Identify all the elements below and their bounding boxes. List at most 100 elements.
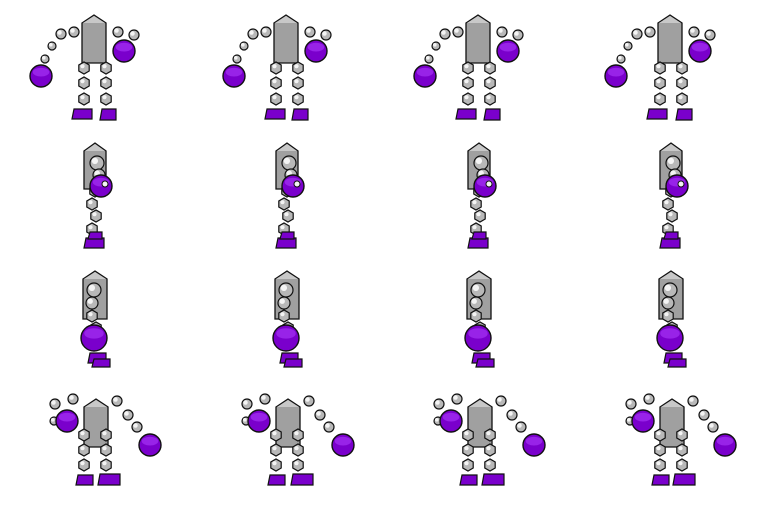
leg-joint — [78, 61, 90, 75]
foot — [283, 358, 303, 368]
right-foot — [99, 108, 117, 121]
leg-joint — [676, 443, 688, 457]
leg-joint — [78, 443, 90, 457]
foot — [83, 237, 105, 249]
leg-joint — [100, 443, 112, 457]
foot — [275, 237, 297, 249]
right-foot — [97, 473, 121, 486]
leg-joint — [676, 92, 688, 106]
leg-joint — [86, 197, 98, 211]
sprite-frame-front-1 — [0, 0, 192, 128]
leg-joint — [292, 76, 304, 90]
leg-joint — [292, 458, 304, 472]
leg-joint — [654, 92, 666, 106]
robot-figure — [29, 14, 140, 121]
leg-joint — [484, 443, 496, 457]
foot — [279, 231, 295, 240]
foot — [659, 237, 681, 249]
robot-figure — [659, 142, 689, 249]
sprite-frame-back-4 — [576, 256, 768, 384]
robot-figure — [464, 270, 495, 368]
leg-joint — [676, 61, 688, 75]
leg-joint — [484, 61, 496, 75]
leg-joint — [270, 443, 282, 457]
leg-joint — [470, 309, 482, 323]
sprite-frame-front-2 — [192, 0, 384, 128]
leg-joint — [78, 458, 90, 472]
right-foot — [672, 473, 696, 486]
leg-joint — [662, 197, 674, 211]
left-foot — [267, 474, 286, 486]
robot-sprite — [467, 142, 497, 249]
foot — [91, 358, 111, 368]
sprite-frame-back-1 — [0, 256, 192, 384]
sprite-frame-left-2 — [192, 384, 384, 512]
robot-figure — [656, 270, 687, 368]
leg-joint — [462, 76, 474, 90]
leg-joint — [484, 92, 496, 106]
robot-sprite — [464, 270, 495, 368]
leg-joint — [100, 458, 112, 472]
leg-joint — [100, 92, 112, 106]
leg-joint — [462, 92, 474, 106]
sprite-frame-right-2 — [192, 128, 384, 256]
leg-joint — [100, 428, 112, 442]
robot-figure — [241, 393, 355, 486]
leg-joint — [666, 209, 678, 223]
leg-joint — [654, 428, 666, 442]
leg-joint — [100, 61, 112, 75]
left-foot — [455, 108, 477, 120]
robot-figure — [604, 14, 716, 121]
robot-sprite — [80, 270, 111, 368]
sprite-frame-left-4 — [576, 384, 768, 512]
torso — [81, 14, 107, 64]
robot-sprite — [604, 14, 716, 121]
leg-joint — [676, 458, 688, 472]
robot-sprite — [83, 142, 113, 249]
foot — [471, 231, 487, 240]
robot-sprite — [656, 270, 687, 368]
robot-figure — [433, 393, 546, 486]
robot-figure — [83, 142, 113, 249]
sprite-frame-back-3 — [384, 256, 576, 384]
leg-joint — [78, 428, 90, 442]
right-foot — [481, 473, 505, 486]
torso — [273, 14, 299, 64]
leg-joint — [462, 428, 474, 442]
sprite-frame-left-3 — [384, 384, 576, 512]
robot-figure — [49, 393, 162, 486]
robot-sprite — [659, 142, 689, 249]
leg-joint — [484, 458, 496, 472]
sprite-frame-front-3 — [384, 0, 576, 128]
leg-joint — [654, 443, 666, 457]
leg-joint — [470, 197, 482, 211]
left-foot — [75, 474, 94, 486]
robot-sprite — [29, 14, 140, 121]
robot-sprite — [433, 393, 546, 486]
foot — [467, 237, 489, 249]
sprite-frame-back-2 — [192, 256, 384, 384]
left-foot — [459, 474, 478, 486]
leg-joint — [292, 92, 304, 106]
foot — [87, 231, 103, 240]
right-foot — [290, 473, 314, 486]
robot-figure — [275, 142, 305, 249]
sprite-frame-right-3 — [384, 128, 576, 256]
left-foot — [646, 108, 668, 120]
leg-joint — [676, 76, 688, 90]
robot-sprite — [625, 393, 737, 486]
leg-joint — [282, 209, 294, 223]
sprite-frame-right-1 — [0, 128, 192, 256]
leg-joint — [676, 428, 688, 442]
foot — [667, 358, 687, 368]
robot-figure — [467, 142, 497, 249]
robot-figure — [222, 14, 332, 121]
robot-figure — [413, 14, 524, 121]
sprite-frame-front-4 — [576, 0, 768, 128]
robot-sprite — [275, 142, 305, 249]
leg-joint — [270, 428, 282, 442]
leg-joint — [78, 76, 90, 90]
leg-joint — [484, 428, 496, 442]
leg-joint — [270, 92, 282, 106]
left-foot — [651, 474, 670, 486]
